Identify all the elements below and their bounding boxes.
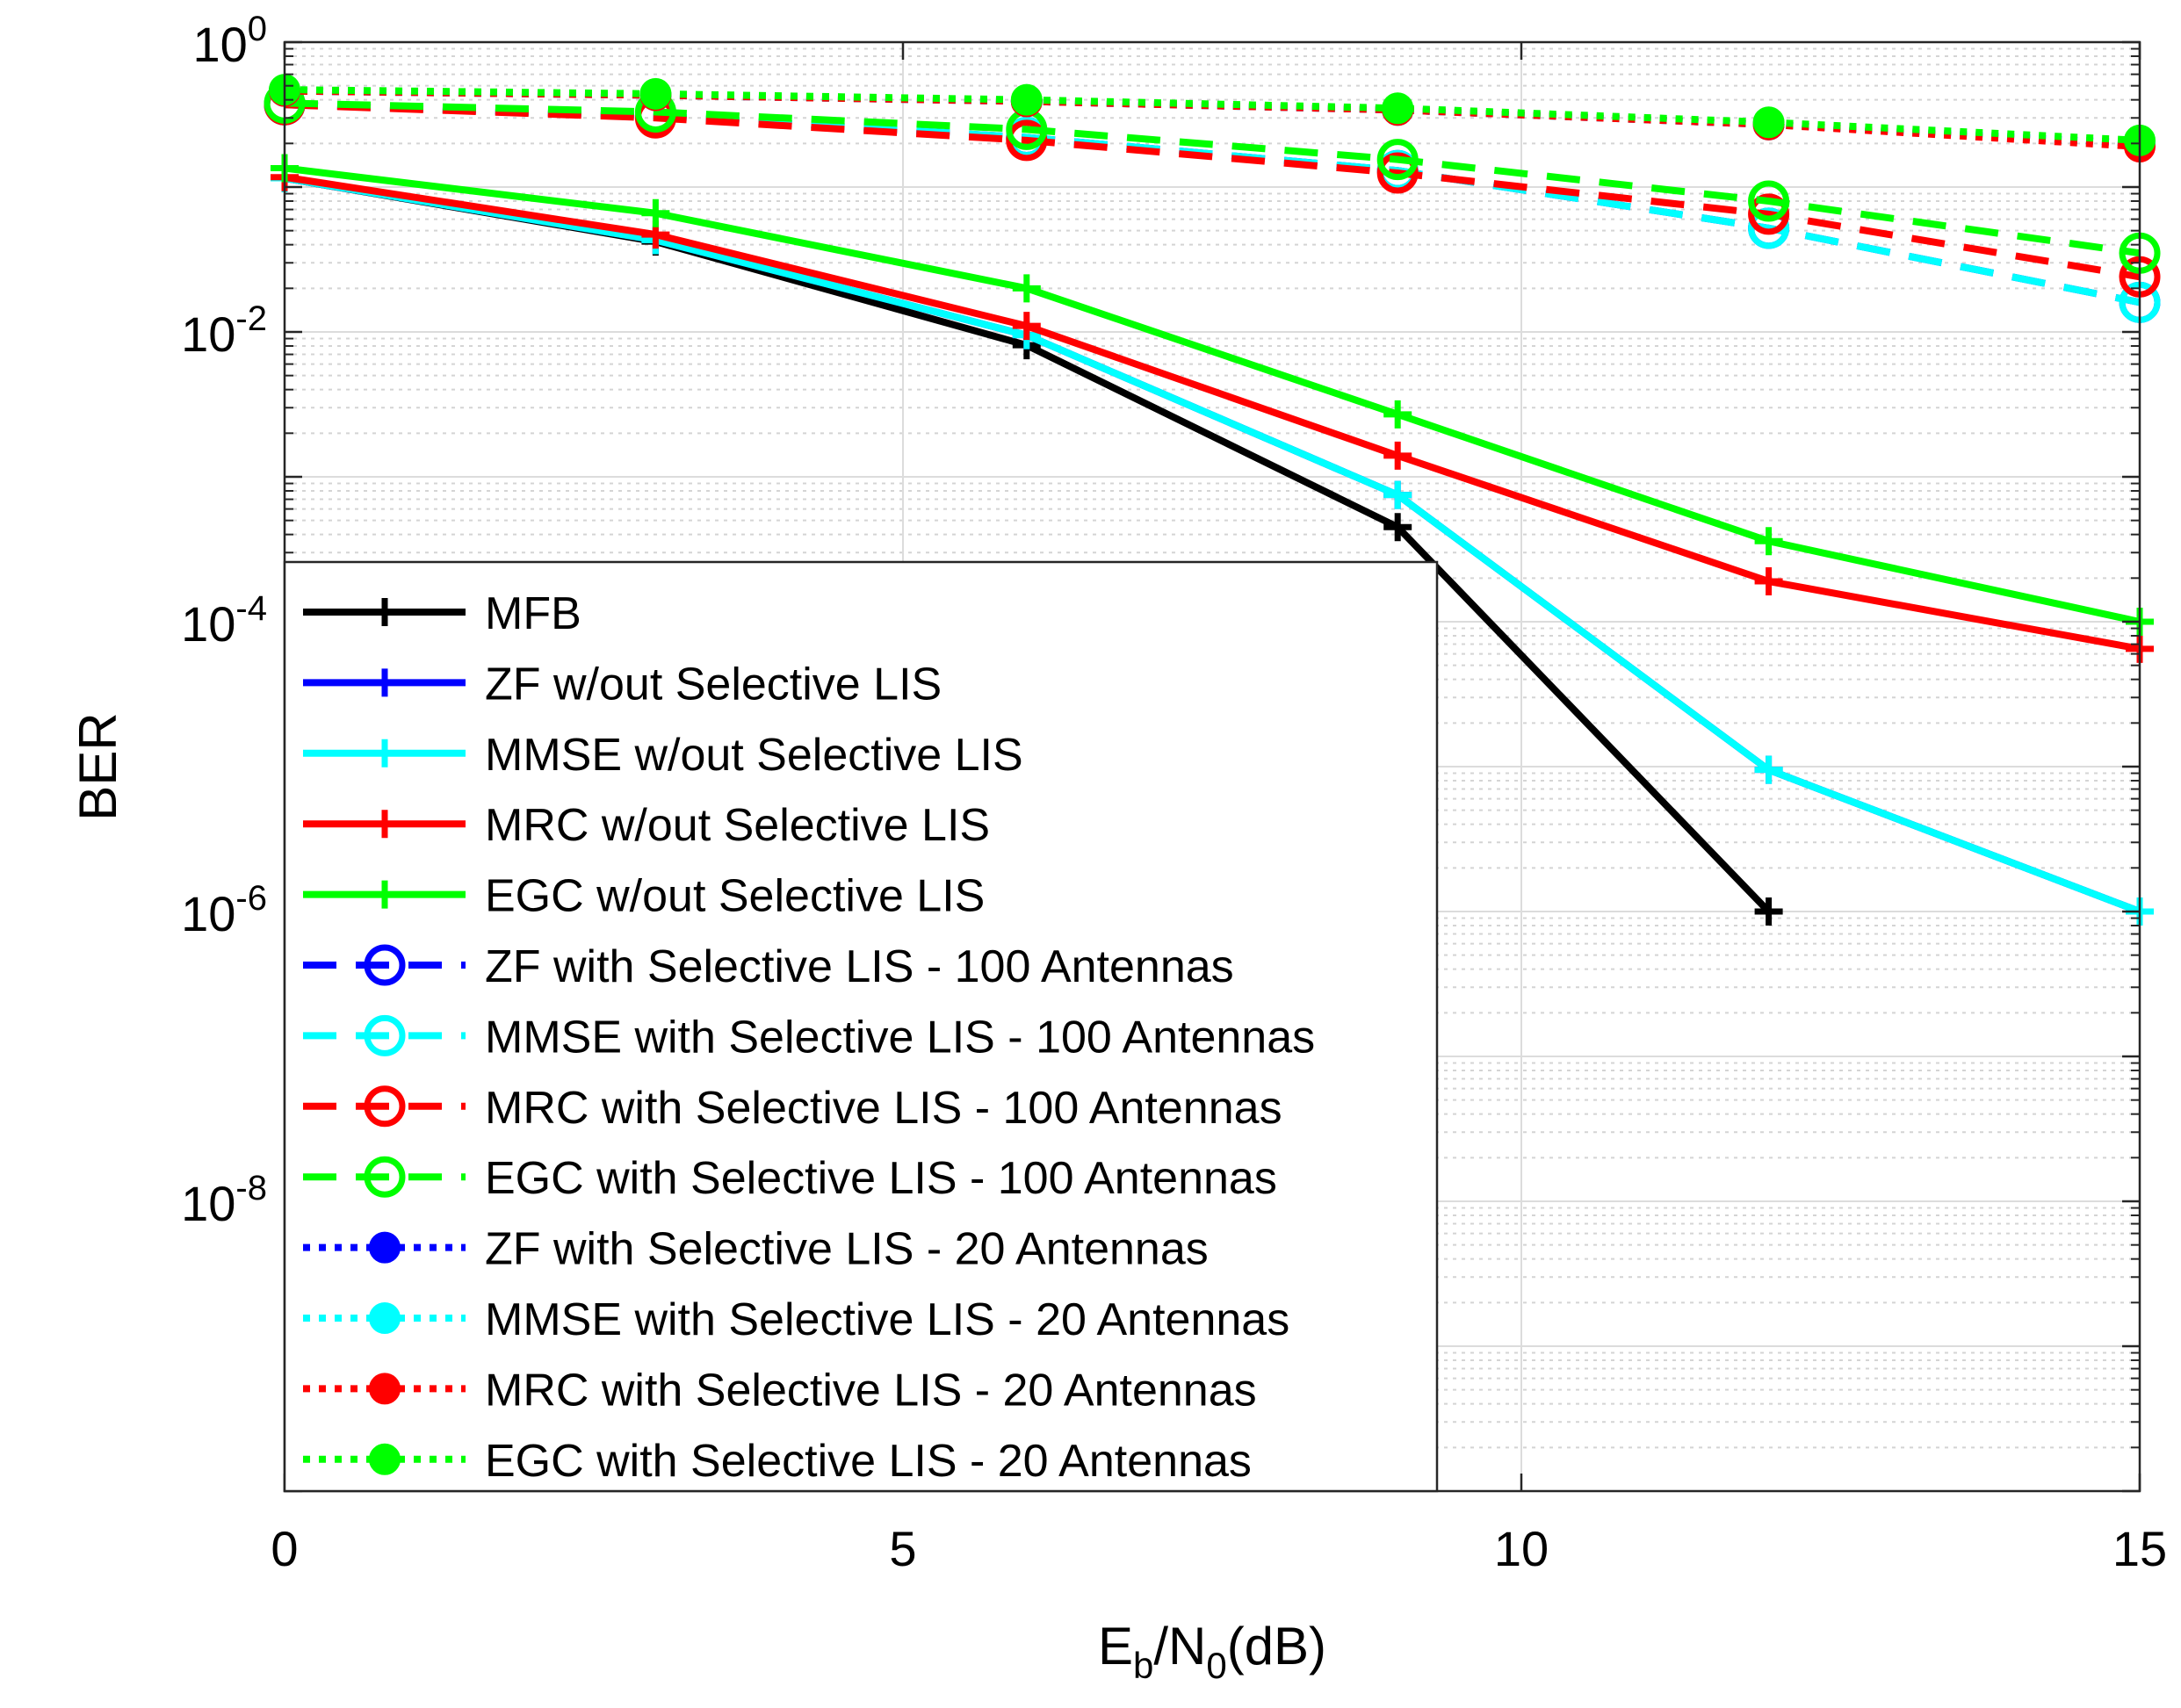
legend-label: EGC with Selective LIS - 20 Antennas xyxy=(485,1436,1252,1487)
legend-label: MMSE with Selective LIS - 100 Antennas xyxy=(485,1012,1315,1063)
y-tick-label: 10-2 xyxy=(181,299,267,362)
x-tick-label: 5 xyxy=(889,1521,916,1576)
dot-marker xyxy=(369,1302,401,1334)
y-tick-label: 10-6 xyxy=(181,879,267,941)
legend-label: MRC w/out Selective LIS xyxy=(485,800,990,851)
plus-marker xyxy=(371,598,399,626)
legend-entry: MMSE with Selective LIS - 100 Antennas xyxy=(303,1012,1315,1063)
y-tick-label: 10-8 xyxy=(181,1169,267,1231)
series-layer xyxy=(264,74,2161,926)
legend-entry: ZF with Selective LIS - 100 Antennas xyxy=(303,941,1234,992)
x-axis-label: Eb/N0(dB) xyxy=(1098,1617,1326,1686)
plus-marker xyxy=(371,810,399,839)
legend-entry: MMSE w/out Selective LIS xyxy=(303,730,1023,781)
legend-label: MMSE w/out Selective LIS xyxy=(485,730,1023,781)
series-line xyxy=(284,164,2141,625)
circle-marker xyxy=(1748,193,1790,235)
legend-label: ZF with Selective LIS - 20 Antennas xyxy=(485,1224,1209,1275)
dot-marker xyxy=(369,1373,401,1405)
circle-marker xyxy=(1006,119,1048,162)
circle-marker xyxy=(1748,180,1790,222)
plus-marker xyxy=(371,739,399,768)
dot-marker xyxy=(639,77,672,110)
legend-label: MRC with Selective LIS - 20 Antennas xyxy=(485,1365,1257,1416)
plus-marker xyxy=(1012,274,1041,303)
plus-marker xyxy=(1383,400,1412,429)
legend-label: EGC w/out Selective LIS xyxy=(485,871,985,922)
legend-entry: MFB xyxy=(303,588,581,639)
y-tick-label: 100 xyxy=(192,10,267,72)
legend-entry: MRC with Selective LIS - 20 Antennas xyxy=(303,1365,1257,1416)
series-line xyxy=(284,175,2141,915)
legend-label: MFB xyxy=(485,588,581,639)
dot-marker xyxy=(369,1231,401,1264)
dot-marker xyxy=(369,1443,401,1475)
y-axis-label: BER xyxy=(69,712,127,820)
dot-marker xyxy=(1752,106,1785,139)
legend-entry: MMSE with Selective LIS - 20 Antennas xyxy=(303,1294,1289,1345)
plus-marker xyxy=(1383,480,1412,509)
legend-entry: MRC w/out Selective LIS xyxy=(303,800,990,851)
legend: MFB ZF w/out Selective LIS MMSE w/out Sele… xyxy=(283,560,1439,1493)
legend-entry: ZF with Selective LIS - 20 Antennas xyxy=(303,1224,1209,1275)
plus-marker xyxy=(1383,441,1412,470)
plus-marker xyxy=(1754,527,1783,556)
circle-marker xyxy=(364,1014,406,1056)
plus-marker xyxy=(1383,513,1412,542)
circle-marker xyxy=(1376,139,1419,181)
legend-entry: EGC with Selective LIS - 20 Antennas xyxy=(303,1436,1252,1487)
x-tick-label: 0 xyxy=(271,1521,298,1576)
y-tick-label: 10-4 xyxy=(181,589,267,652)
x-tick-label: 10 xyxy=(1494,1521,1549,1576)
legend-entry: ZF w/out Selective LIS xyxy=(303,659,942,710)
dot-marker xyxy=(1010,83,1043,116)
plus-marker xyxy=(371,668,399,697)
plus-marker xyxy=(371,880,399,909)
circle-marker xyxy=(1376,152,1419,194)
circle-marker xyxy=(364,1085,406,1128)
legend-entry: EGC with Selective LIS - 100 Antennas xyxy=(303,1153,1277,1204)
plus-marker xyxy=(1754,897,1783,926)
circle-marker xyxy=(364,1156,406,1198)
legend-entry: MRC with Selective LIS - 100 Antennas xyxy=(303,1083,1282,1134)
legend-box xyxy=(283,560,1439,1493)
legend-label: ZF w/out Selective LIS xyxy=(485,659,942,710)
circle-marker xyxy=(364,944,406,986)
plus-marker xyxy=(1754,567,1783,596)
series-line xyxy=(284,99,2141,257)
legend-entry: EGC w/out Selective LIS xyxy=(303,871,985,922)
legend-label: MRC with Selective LIS - 100 Antennas xyxy=(485,1083,1282,1134)
series-line xyxy=(284,101,2141,281)
legend-label: ZF with Selective LIS - 100 Antennas xyxy=(485,941,1234,992)
plus-marker xyxy=(641,198,670,227)
plus-marker xyxy=(1012,312,1041,341)
legend-label: MMSE with Selective LIS - 20 Antennas xyxy=(485,1294,1289,1345)
legend-label: EGC with Selective LIS - 100 Antennas xyxy=(485,1153,1277,1204)
x-tick-label: 15 xyxy=(2112,1521,2167,1576)
plus-marker xyxy=(1754,755,1783,784)
series-line xyxy=(284,173,2141,652)
dot-marker xyxy=(1382,92,1414,125)
